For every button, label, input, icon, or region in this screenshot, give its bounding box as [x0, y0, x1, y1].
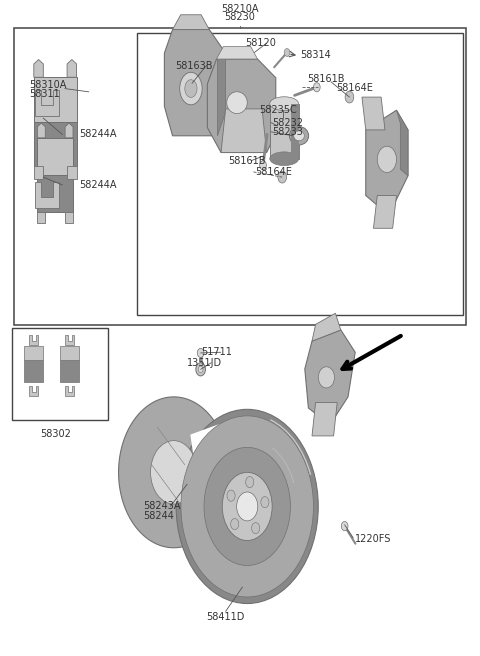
- Polygon shape: [217, 53, 226, 136]
- Polygon shape: [34, 121, 77, 166]
- Ellipse shape: [294, 131, 304, 140]
- Circle shape: [341, 522, 348, 531]
- Text: 58161B: 58161B: [228, 155, 266, 166]
- Text: 58310A: 58310A: [29, 80, 66, 91]
- Polygon shape: [65, 386, 74, 396]
- Polygon shape: [37, 138, 73, 174]
- Polygon shape: [24, 346, 43, 360]
- Text: 58161B: 58161B: [307, 73, 345, 84]
- Polygon shape: [34, 166, 43, 179]
- Circle shape: [261, 497, 269, 508]
- Ellipse shape: [185, 80, 197, 98]
- Polygon shape: [173, 14, 209, 30]
- Circle shape: [222, 472, 272, 541]
- Circle shape: [196, 363, 205, 376]
- Circle shape: [176, 409, 318, 604]
- Polygon shape: [65, 123, 73, 138]
- Circle shape: [151, 441, 197, 504]
- Polygon shape: [216, 47, 257, 59]
- Polygon shape: [373, 195, 396, 228]
- Polygon shape: [37, 123, 45, 138]
- Text: 58230: 58230: [225, 12, 255, 22]
- Text: 58411D: 58411D: [206, 611, 245, 622]
- Ellipse shape: [180, 72, 202, 105]
- Polygon shape: [37, 174, 73, 212]
- Text: 1351JD: 1351JD: [187, 358, 222, 368]
- Circle shape: [284, 49, 290, 56]
- Polygon shape: [35, 90, 59, 116]
- Polygon shape: [60, 360, 79, 382]
- Polygon shape: [312, 314, 341, 341]
- Circle shape: [246, 476, 254, 487]
- Ellipse shape: [318, 367, 335, 388]
- Polygon shape: [29, 335, 38, 344]
- Ellipse shape: [227, 92, 247, 113]
- Polygon shape: [312, 402, 337, 436]
- Circle shape: [313, 83, 320, 92]
- Text: 58163B: 58163B: [175, 60, 213, 71]
- Circle shape: [237, 492, 258, 521]
- Circle shape: [278, 171, 287, 183]
- Polygon shape: [221, 109, 267, 153]
- Circle shape: [204, 447, 290, 565]
- Polygon shape: [291, 104, 299, 159]
- Text: 58302: 58302: [40, 429, 71, 440]
- Ellipse shape: [289, 127, 309, 145]
- Circle shape: [198, 366, 203, 373]
- Circle shape: [252, 523, 260, 534]
- Polygon shape: [34, 60, 43, 77]
- Polygon shape: [396, 110, 408, 176]
- Text: 58164E: 58164E: [336, 83, 373, 93]
- Polygon shape: [34, 77, 77, 121]
- Polygon shape: [190, 420, 232, 510]
- Polygon shape: [366, 110, 408, 215]
- Text: 58314: 58314: [300, 50, 331, 60]
- Text: 58233: 58233: [273, 127, 303, 137]
- Polygon shape: [60, 346, 79, 360]
- Polygon shape: [270, 104, 299, 159]
- Polygon shape: [65, 212, 73, 222]
- Polygon shape: [67, 60, 77, 77]
- Text: 58244A: 58244A: [79, 129, 117, 140]
- Text: 58120: 58120: [245, 37, 276, 48]
- Polygon shape: [24, 360, 43, 382]
- Text: 1220FS: 1220FS: [355, 534, 392, 544]
- Polygon shape: [362, 97, 385, 130]
- Circle shape: [197, 348, 204, 358]
- Circle shape: [260, 161, 266, 170]
- Polygon shape: [37, 212, 45, 222]
- Text: 58235C: 58235C: [259, 105, 297, 115]
- Polygon shape: [164, 30, 226, 136]
- Polygon shape: [305, 330, 355, 425]
- Polygon shape: [207, 59, 276, 153]
- Circle shape: [181, 416, 313, 597]
- Text: 58243A: 58243A: [143, 501, 180, 512]
- Ellipse shape: [270, 96, 299, 110]
- Ellipse shape: [377, 146, 396, 173]
- Circle shape: [227, 490, 235, 501]
- Polygon shape: [29, 386, 38, 396]
- Text: 58164E: 58164E: [255, 167, 292, 177]
- Polygon shape: [119, 397, 229, 548]
- Text: 58311: 58311: [29, 89, 60, 100]
- Circle shape: [230, 518, 239, 529]
- Text: 51711: 51711: [202, 347, 232, 358]
- Ellipse shape: [270, 152, 299, 165]
- Text: 58244A: 58244A: [79, 180, 117, 190]
- Polygon shape: [67, 166, 77, 179]
- Text: 58210A: 58210A: [221, 5, 259, 14]
- Text: 58244: 58244: [143, 510, 174, 521]
- Circle shape: [345, 91, 354, 103]
- Polygon shape: [65, 335, 74, 344]
- Text: 58232: 58232: [273, 117, 304, 128]
- Polygon shape: [35, 182, 59, 208]
